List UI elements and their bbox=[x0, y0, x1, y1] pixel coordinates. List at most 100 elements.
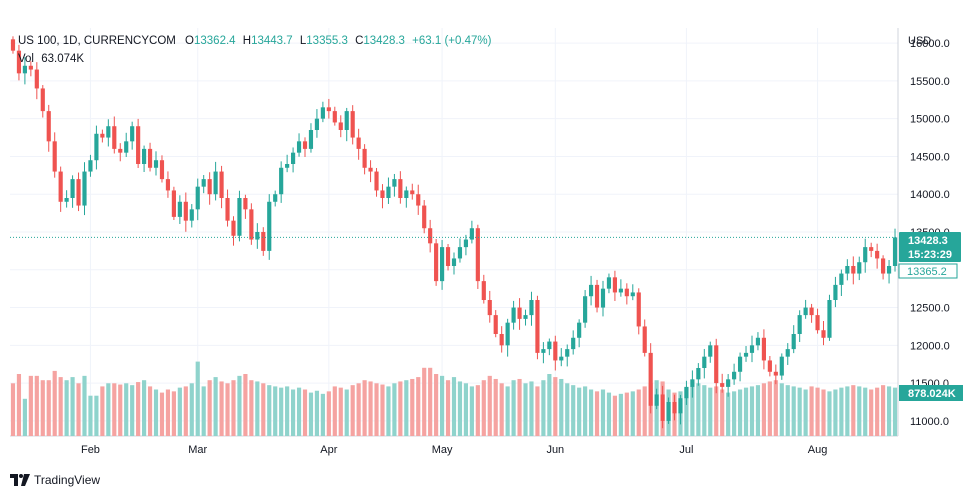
candle-body bbox=[195, 186, 200, 210]
volume-bar bbox=[58, 377, 63, 436]
volume-bar bbox=[529, 381, 534, 436]
volume-bar bbox=[797, 387, 802, 436]
volume-bar bbox=[463, 383, 469, 436]
volume-bar bbox=[201, 386, 206, 436]
candle-body bbox=[219, 171, 224, 198]
candle-body bbox=[416, 194, 421, 206]
volume-bar bbox=[261, 383, 266, 436]
candle-body bbox=[487, 300, 492, 316]
candle-body bbox=[445, 247, 451, 266]
volume-bar bbox=[642, 386, 647, 436]
candle-body bbox=[106, 126, 111, 138]
candle-body bbox=[296, 141, 302, 153]
candle-body bbox=[273, 194, 278, 202]
volume-bar bbox=[559, 378, 564, 436]
open-value: 13362.4 bbox=[194, 35, 236, 47]
candle-body bbox=[183, 201, 188, 221]
candle-body bbox=[332, 111, 337, 123]
volume-bar bbox=[791, 386, 796, 436]
tradingview-logo[interactable]: TradingView bbox=[10, 473, 100, 487]
volume-bar bbox=[803, 389, 808, 436]
candle-body bbox=[64, 198, 69, 202]
candle-body bbox=[398, 179, 403, 198]
candle-body bbox=[153, 160, 159, 168]
volume-bar bbox=[851, 385, 856, 436]
volume-bar bbox=[439, 375, 445, 436]
volume-bar bbox=[785, 385, 790, 436]
candle-body bbox=[571, 337, 576, 350]
volume-bar bbox=[380, 384, 385, 436]
volume-bar bbox=[714, 386, 719, 436]
candle-body bbox=[261, 232, 266, 251]
grid-lines bbox=[10, 28, 899, 437]
volume-bar bbox=[696, 383, 701, 436]
volume-bar bbox=[368, 381, 373, 436]
volume-bar bbox=[285, 386, 290, 436]
volume-bar bbox=[815, 387, 820, 436]
candle-body bbox=[428, 228, 433, 244]
x-axis: Feb Mar Apr May Jun Jul Aug bbox=[81, 444, 827, 456]
candle-body bbox=[863, 247, 868, 263]
volume-bar bbox=[457, 381, 463, 436]
volume-bar bbox=[624, 392, 629, 436]
candle-body bbox=[600, 288, 606, 308]
volume-bar bbox=[523, 383, 528, 436]
volume-bar bbox=[726, 392, 731, 436]
candle-body bbox=[326, 107, 331, 112]
candle-body bbox=[827, 300, 832, 338]
candle-body bbox=[225, 198, 230, 221]
candle-body bbox=[517, 307, 522, 319]
candle-body bbox=[392, 179, 397, 187]
volume-bar bbox=[445, 380, 451, 436]
volume-bar bbox=[88, 395, 93, 436]
volume-bar bbox=[165, 389, 171, 436]
volume-bar bbox=[153, 389, 159, 436]
volume-bar bbox=[10, 383, 16, 436]
candle-body bbox=[136, 126, 141, 164]
volume-bar bbox=[171, 391, 176, 436]
volume-bar bbox=[612, 395, 617, 436]
brand-label: TradingView bbox=[34, 473, 101, 487]
symbol-label[interactable]: US 100, 1D, CURRENCYCOM bbox=[18, 35, 176, 47]
candle-body bbox=[809, 307, 814, 316]
volume-bar bbox=[386, 386, 391, 436]
candle-body bbox=[648, 352, 653, 406]
volume-bar bbox=[767, 381, 772, 436]
prev-close-value: 13365.2 bbox=[907, 266, 947, 278]
candle-body bbox=[523, 315, 528, 319]
tradingview-icon bbox=[10, 474, 30, 486]
candle-body bbox=[606, 277, 612, 289]
last-price-value: 13428.3 bbox=[908, 235, 948, 247]
volume-bar bbox=[487, 375, 492, 436]
volume-bar bbox=[499, 383, 504, 436]
volume-bar bbox=[338, 387, 343, 436]
volume-bar bbox=[207, 380, 212, 436]
volume-bar bbox=[565, 383, 570, 436]
volume-bar bbox=[571, 385, 576, 436]
candle-body bbox=[666, 402, 671, 421]
candle-body bbox=[231, 220, 236, 236]
candle-body bbox=[410, 190, 415, 195]
volume-bars bbox=[10, 361, 898, 436]
candle-body bbox=[845, 266, 850, 274]
volume-bar bbox=[469, 386, 474, 436]
open-label: O bbox=[185, 35, 194, 47]
candle-body bbox=[112, 126, 117, 149]
volume-bar bbox=[422, 367, 427, 436]
candle-body bbox=[577, 322, 582, 338]
candle-body bbox=[684, 386, 689, 399]
volume-bar bbox=[857, 386, 862, 436]
candle-body bbox=[338, 122, 343, 130]
candle-body bbox=[737, 356, 743, 372]
candle-body bbox=[88, 160, 93, 172]
volume-bar bbox=[755, 385, 761, 436]
volume-bar bbox=[588, 389, 594, 436]
volume-bar bbox=[243, 374, 248, 436]
volume-bar bbox=[618, 393, 623, 436]
volume-bar bbox=[82, 375, 87, 436]
volume-badge: 878.024K bbox=[899, 385, 963, 401]
candle-body bbox=[40, 88, 45, 112]
candle-body bbox=[213, 171, 218, 195]
volume-bar bbox=[821, 389, 826, 436]
